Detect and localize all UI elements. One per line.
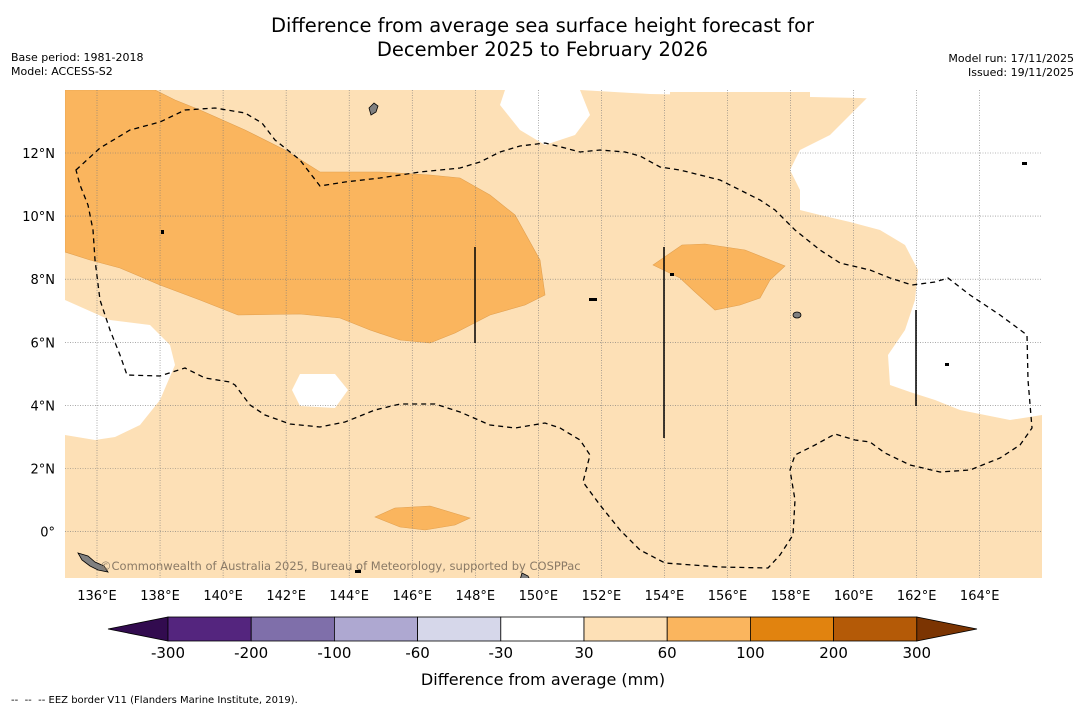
colorbar-segment bbox=[750, 616, 835, 642]
lon-label: 162°E bbox=[897, 589, 937, 604]
lat-label: 4°N bbox=[31, 399, 56, 414]
islet-1 bbox=[161, 230, 164, 234]
model-name: Model: ACCESS-S2 bbox=[11, 65, 113, 78]
colorbar bbox=[107, 616, 978, 642]
colorbar-tick-label: -60 bbox=[405, 644, 430, 662]
chart-title: Difference from average sea surface heig… bbox=[0, 14, 1085, 62]
lat-label: 12°N bbox=[22, 147, 55, 162]
lat-label: 0° bbox=[40, 526, 55, 541]
lon-label: 146°E bbox=[392, 589, 432, 604]
colorbar-tick-label: 60 bbox=[658, 644, 677, 662]
light-band-north bbox=[670, 92, 810, 104]
white-region-west bbox=[65, 300, 175, 440]
lon-label: 160°E bbox=[834, 589, 874, 604]
anomaly-60-100-east bbox=[652, 243, 786, 311]
issued-date: Issued: 19/11/2025 bbox=[967, 66, 1074, 79]
colorbar-segment bbox=[666, 616, 751, 642]
meta-right: Model run: 17/11/2025 Issued: 19/11/2025 bbox=[948, 52, 1074, 80]
lon-label: 164°E bbox=[960, 589, 1000, 604]
colorbar-segment bbox=[583, 616, 668, 642]
latitude-labels: 12°N 10°N 8°N 6°N 4°N 2°N 0° bbox=[22, 147, 55, 541]
colorbar-label: Difference from average (mm) bbox=[421, 670, 665, 689]
lat-label: 2°N bbox=[31, 463, 56, 478]
island-southwest bbox=[77, 552, 109, 573]
colorbar-segment bbox=[333, 616, 418, 642]
colorbar-tick-label: -30 bbox=[489, 644, 514, 662]
lon-label: 136°E bbox=[77, 589, 117, 604]
graticule bbox=[65, 90, 1042, 578]
colorbar-extend-high bbox=[916, 616, 978, 642]
colorbar-extend-low bbox=[107, 616, 169, 642]
lat-label: 8°N bbox=[31, 273, 56, 288]
title-line-1: Difference from average sea surface heig… bbox=[270, 14, 815, 37]
colorbar-tick-label: -300 bbox=[151, 644, 185, 662]
colorbar-tick-label: 300 bbox=[902, 644, 931, 662]
eez-border-dashed bbox=[75, 107, 1033, 569]
lon-label: 152°E bbox=[582, 589, 622, 604]
longitude-labels: 136°E 138°E 140°E 142°E 144°E 146°E 148°E 150°E… bbox=[77, 589, 999, 604]
lon-label: 142°E bbox=[266, 589, 306, 604]
map-plot-area: ©Commonwealth of Australia 2025, Bureau … bbox=[65, 90, 1042, 578]
lon-label: 154°E bbox=[645, 589, 685, 604]
colorbar-segment bbox=[167, 616, 252, 642]
colorbar-segment bbox=[500, 616, 585, 642]
island-south bbox=[520, 572, 530, 578]
colorbar-segment bbox=[417, 616, 502, 642]
islet-6 bbox=[1022, 162, 1027, 165]
islet-3 bbox=[945, 363, 949, 366]
meta-left: Base period: 1981-2018 Model: ACCESS-S2 bbox=[11, 51, 143, 79]
colorbar-tick-label: -100 bbox=[317, 644, 351, 662]
copyright-text: ©Commonwealth of Australia 2025, Bureau … bbox=[100, 559, 581, 573]
model-run: Model run: 17/11/2025 bbox=[948, 52, 1074, 65]
anomaly-60-100-south bbox=[374, 505, 471, 531]
islet-2 bbox=[589, 298, 597, 301]
lat-label: 10°N bbox=[22, 210, 55, 225]
title-line-2: December 2025 to February 2026 bbox=[376, 38, 709, 61]
lon-label: 148°E bbox=[456, 589, 496, 604]
colorbar-segment bbox=[833, 616, 918, 642]
base-period: Base period: 1981-2018 bbox=[11, 51, 144, 64]
white-region-central bbox=[292, 374, 348, 408]
colorbar-tick-label: 100 bbox=[736, 644, 765, 662]
white-region-northeast-open bbox=[790, 95, 1042, 225]
lon-label: 150°E bbox=[519, 589, 559, 604]
lon-label: 158°E bbox=[771, 589, 811, 604]
islet-5 bbox=[355, 570, 361, 573]
white-region-north bbox=[500, 90, 590, 145]
colorbar-tick-label: 200 bbox=[819, 644, 848, 662]
colorbar-tick-labels: -300 -200 -100 -60 -30 30 60 100 200 300 bbox=[151, 644, 931, 662]
colorbar-segment bbox=[250, 616, 335, 642]
lat-label: 6°N bbox=[31, 336, 56, 351]
lon-label: 156°E bbox=[708, 589, 748, 604]
colorbar-tick-label: 30 bbox=[574, 644, 593, 662]
lon-label: 144°E bbox=[329, 589, 369, 604]
eez-footnote: -- -- -- EEZ border V11 (Flanders Marine… bbox=[11, 695, 298, 706]
lon-label: 140°E bbox=[203, 589, 243, 604]
lon-label: 138°E bbox=[140, 589, 180, 604]
islet-4 bbox=[670, 273, 674, 276]
island-pohnpei bbox=[792, 311, 802, 319]
island-guam bbox=[368, 102, 379, 116]
colorbar-tick-label: -200 bbox=[234, 644, 268, 662]
